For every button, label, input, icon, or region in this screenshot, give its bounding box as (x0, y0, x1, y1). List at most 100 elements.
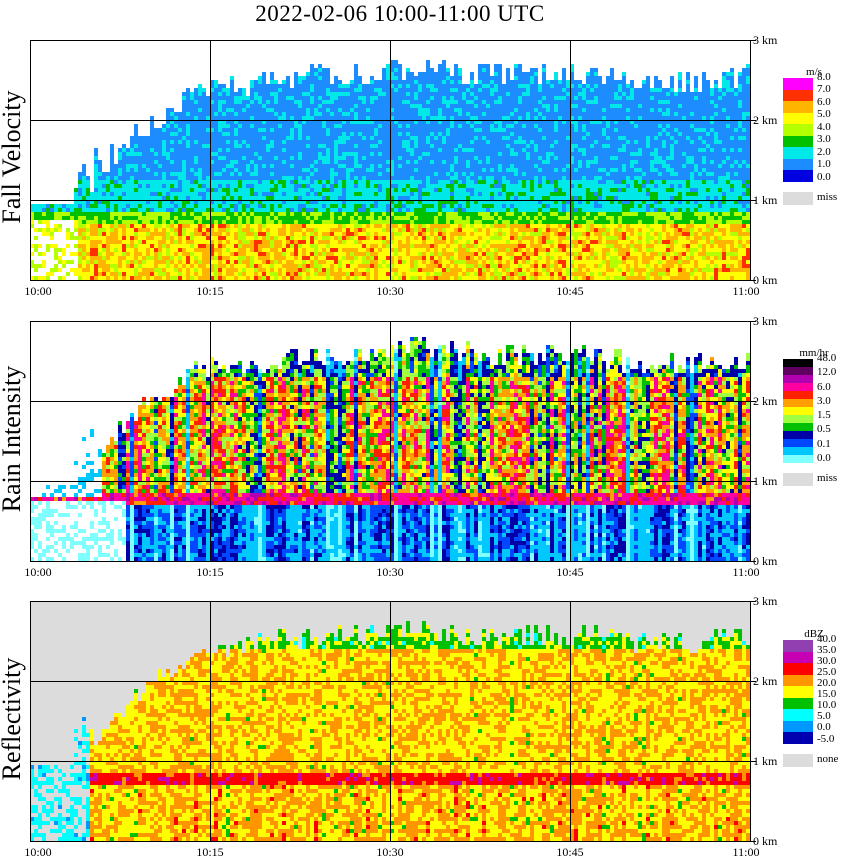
legend-label: 0.1 (817, 438, 831, 450)
height-tick (750, 401, 756, 402)
height-tick-label: 1 km (753, 755, 777, 767)
height-tick (750, 761, 756, 762)
legend-swatch (783, 663, 813, 675)
time-gridline (390, 321, 391, 561)
time-gridline (570, 601, 571, 841)
height-tick (750, 280, 756, 281)
legend-swatch (783, 383, 813, 391)
legend-swatch (783, 709, 813, 721)
legend-label: 40.0 (817, 634, 836, 645)
legend-swatch (783, 415, 813, 423)
legend-label: 5.0 (817, 109, 831, 120)
legend-label: 10.0 (817, 700, 836, 711)
height-tick-label: 2 km (753, 114, 777, 126)
reflectivity-plot: 0 km 1 km 2 km 3 km 10:00 10:15 10:30 10:45 11:0… (24, 595, 777, 858)
legend-label: 6.0 (817, 96, 831, 108)
legend-swatch (783, 124, 813, 136)
legend-swatch (783, 112, 813, 124)
legend-units: dBZ (783, 628, 845, 640)
time-tick-label: 10:00 (24, 285, 51, 297)
legend-swatch (783, 170, 813, 182)
fall-velocity-plot: 0 km 1 km 2 km 3 km 10:00 10:15 10:30 10:45 11:0… (24, 34, 777, 297)
legend-swatch (783, 732, 813, 744)
legend-swatch (783, 447, 813, 455)
legend-swatch (783, 697, 813, 709)
time-gridline (210, 321, 211, 561)
heatmap-svg (30, 337, 750, 561)
legend-label: 5.0 (817, 711, 831, 722)
height-tick-label: 1 km (753, 475, 777, 487)
time-tick-label: 10:00 (24, 846, 51, 858)
heatmap-cells (30, 337, 750, 561)
time-tick-label: 10:30 (376, 285, 403, 297)
plot-frame (30, 601, 751, 842)
legend-label: 25.0 (817, 667, 836, 678)
legend-label: 1.5 (817, 410, 831, 421)
legend-label: 2.0 (817, 146, 831, 158)
legend-swatch (783, 101, 813, 113)
height-tick-label: 1 km (753, 194, 777, 206)
legend-label: 20.0 (817, 678, 836, 689)
time-gridline (570, 321, 571, 561)
legend-swatch (783, 674, 813, 686)
legend-swatch (783, 78, 813, 90)
legend-label: -5.0 (817, 733, 834, 745)
height-tick-label: 2 km (753, 675, 777, 687)
legend-swatch (783, 431, 813, 439)
time-tick-label: 10:45 (556, 285, 583, 297)
chart-title: 2022-02-06 10:00-11:00 UTC (0, 0, 800, 28)
time-gridline (570, 40, 571, 280)
time-tick-label: 11:00 (733, 566, 760, 578)
legend-missing-swatch (783, 191, 813, 205)
height-tick (750, 200, 756, 201)
legend-swatch (783, 720, 813, 732)
heatmap-svg (30, 60, 750, 280)
height-tick-label: 0 km (753, 555, 777, 567)
height-tick (750, 481, 756, 482)
height-tick-label: 3 km (753, 34, 777, 46)
legend-swatch (783, 651, 813, 663)
legend-label: 15.0 (817, 689, 836, 700)
height-tick-label: 3 km (753, 595, 777, 607)
time-gridline (210, 40, 211, 280)
legend-missing-label: miss (817, 473, 837, 484)
heatmap-cells (30, 60, 750, 280)
legend-label: 35.0 (817, 645, 836, 656)
height-tick-label: 0 km (753, 274, 777, 286)
height-tick (750, 40, 756, 41)
time-tick-label: 10:00 (24, 566, 51, 578)
time-tick-label: 10:30 (376, 846, 403, 858)
height-tick-label: 0 km (753, 835, 777, 847)
height-tick-label: 2 km (753, 395, 777, 407)
legend-swatch (783, 640, 813, 652)
legend-units: mm/hr (783, 347, 845, 359)
legend-label: 48.0 (817, 353, 836, 364)
legend-label: 7.0 (817, 84, 831, 95)
time-tick-label: 10:15 (196, 846, 223, 858)
legend-swatch (783, 391, 813, 399)
legend-swatch (783, 375, 813, 383)
legend-swatch (783, 89, 813, 101)
legend-swatch (783, 158, 813, 170)
legend-label: 8.0 (817, 72, 831, 83)
height-tick (750, 841, 756, 842)
time-gridline (210, 601, 211, 841)
time-tick-label: 11:00 (733, 285, 760, 297)
time-tick-label: 10:45 (556, 846, 583, 858)
legend-swatch (783, 367, 813, 375)
legend-swatch (783, 439, 813, 447)
height-tick (750, 120, 756, 121)
legend-label: 6.0 (817, 381, 831, 393)
fall-velocity-panel-label: Fall Velocity (0, 67, 27, 247)
rain-intensity-plot: 0 km 1 km 2 km 3 km 10:00 10:15 10:30 10:45 11:0… (24, 315, 777, 578)
legend-missing-label: none (817, 753, 838, 765)
legend-swatch (783, 147, 813, 159)
legend-swatch (783, 686, 813, 698)
height-tick (750, 681, 756, 682)
time-tick-label: 11:00 (733, 846, 760, 858)
plot-frame (30, 40, 751, 281)
legend-label: 4.0 (817, 121, 831, 133)
legend-label: 0.0 (817, 171, 831, 183)
height-tick (750, 561, 756, 562)
time-gridline (390, 601, 391, 841)
